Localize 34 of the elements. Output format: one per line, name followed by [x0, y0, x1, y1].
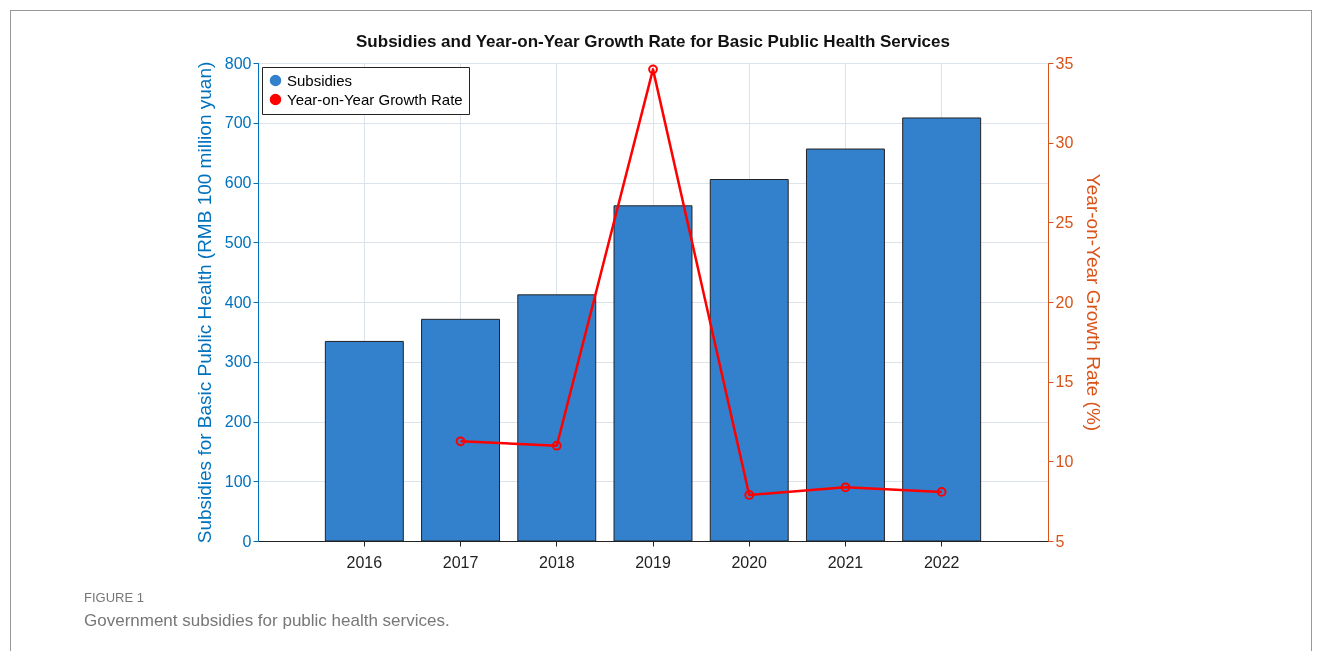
caption: FIGURE 1: [84, 590, 145, 605]
y-tick-label: 700: [224, 114, 252, 132]
y2-tick-label: 5: [1055, 532, 1065, 550]
y2-tick-label: 10: [1055, 452, 1074, 470]
point: [551, 440, 562, 451]
y2-tick-label: 25: [1055, 213, 1074, 231]
y2-tick-label: 35: [1055, 54, 1074, 72]
legend-label: Year-on-Year Growth Rate: [287, 90, 463, 108]
y-tick-label: 100: [224, 472, 252, 490]
y-tick-label: 0: [242, 532, 252, 550]
y2-tick-label: 15: [1055, 373, 1074, 391]
point: [744, 490, 755, 500]
y-axis-title: Subsidies for Basic Public Health (RMB 100 million yuan): [193, 61, 215, 544]
y-tick-label: 600: [224, 174, 252, 191]
y-tick-label: 200: [224, 413, 252, 430]
x-tick-label: 2022: [923, 553, 960, 571]
text: Government subsidies for public health services.: [84, 611, 450, 631]
y2-tick-label: 20: [1055, 293, 1074, 311]
x-tick-label: 2019: [635, 553, 671, 571]
x-tick-label: 2020: [731, 553, 768, 571]
y-tick-label: 500: [224, 233, 252, 251]
x-tick-label: 2017: [442, 553, 479, 571]
y2-tick-label: 30: [1055, 134, 1074, 152]
y2-axis-title: Year-on-Year Growth Rate (%): [1083, 173, 1105, 432]
x-tick-label: 2021: [827, 553, 864, 571]
point: [648, 64, 658, 75]
point: [840, 482, 851, 493]
x-tick-label: 2016: [346, 553, 383, 571]
y-tick-label: 800: [224, 54, 252, 72]
x-tick-label: 2018: [538, 553, 575, 571]
y-tick-label: 400: [224, 293, 252, 311]
y-tick-label: 300: [224, 353, 252, 371]
legend-label: Subsidies: [287, 71, 353, 89]
chart-title: Subsidies and Year-on-Year Growth Rate for Basic Public Health Services: [356, 32, 950, 51]
